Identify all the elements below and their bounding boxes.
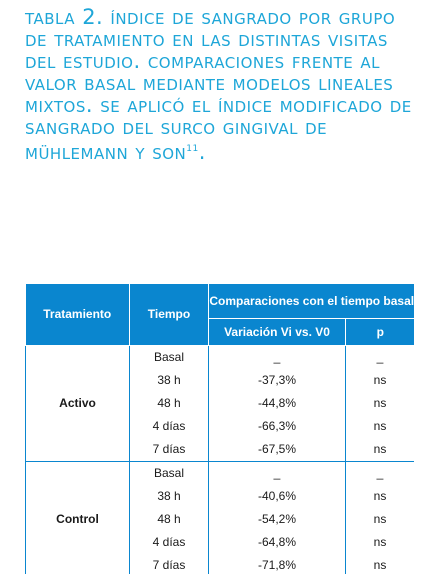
table-row: 7 días -71,8% ns [26, 553, 414, 574]
caption-text: Tabla 2. Índice de sangrado por grupo de… [25, 5, 412, 164]
cell-p: ns [344, 530, 414, 554]
cell-variation: -44,8% [208, 391, 346, 415]
group-name-activo: Activo [25, 344, 130, 462]
cell-p: ns [344, 368, 414, 392]
table-caption: Tabla 2. Índice de sangrado por grupo de… [25, 6, 417, 163]
cell-time: 48 h [129, 391, 209, 415]
cell-variation: _ [208, 460, 346, 485]
group-name-control: Control [25, 460, 130, 574]
cell-variation: -54,2% [208, 507, 346, 531]
cell-variation: -37,3% [208, 368, 346, 392]
cell-p: ns [344, 391, 414, 415]
cell-variation: -67,5% [208, 437, 346, 462]
cell-variation: -71,8% [208, 553, 346, 574]
bleeding-index-table: Tratamiento Tiempo Comparaciones con el … [25, 283, 414, 574]
cell-variation: _ [208, 344, 346, 369]
table-row: Activo Basal _ _ [25, 344, 414, 462]
cell-p: _ [344, 460, 414, 485]
caption-end: . [198, 140, 206, 164]
header-treatment: Tratamiento [25, 283, 130, 346]
cell-p: ns [344, 484, 414, 508]
cell-time: Basal [129, 344, 209, 369]
caption-reference: 11 [186, 144, 199, 154]
table-row: 38 h -37,3% ns [26, 368, 414, 392]
cell-time: 7 días [129, 437, 209, 462]
cell-variation: -40,6% [208, 484, 346, 508]
header-comparisons: Comparaciones con el tiempo basal [207, 283, 414, 319]
header-time: Tiempo [129, 283, 209, 346]
table-row: Control Basal _ _ [25, 460, 414, 574]
cell-time: 4 días [129, 530, 209, 554]
table-row: 48 h -44,8% ns [26, 391, 414, 415]
cell-time: 7 días [129, 553, 209, 574]
cell-p: _ [344, 344, 414, 369]
bleeding-index-table-wrap: Tratamiento Tiempo Comparaciones con el … [25, 283, 414, 574]
table-row: 4 días -64,8% ns [26, 530, 414, 554]
cell-p: ns [344, 553, 414, 574]
table-row: 38 h -40,6% ns [26, 484, 414, 508]
header-variation: Variación Vi vs. V0 [208, 317, 346, 346]
cell-time: Basal [129, 460, 209, 485]
table-row: 48 h -54,2% ns [26, 507, 414, 531]
table-row: 7 días -67,5% ns [26, 437, 414, 462]
cell-p: ns [344, 437, 414, 462]
cell-time: 48 h [129, 507, 209, 531]
header-p: p [344, 318, 414, 346]
cell-p: ns [344, 507, 414, 531]
cell-p: ns [344, 414, 414, 438]
cell-variation: -66,3% [208, 414, 346, 438]
cell-time: 38 h [129, 484, 209, 508]
cell-variation: -64,8% [208, 530, 346, 554]
table-row: 4 días -66,3% ns [26, 414, 414, 438]
cell-time: 4 días [129, 414, 209, 438]
cell-time: 38 h [129, 368, 209, 392]
